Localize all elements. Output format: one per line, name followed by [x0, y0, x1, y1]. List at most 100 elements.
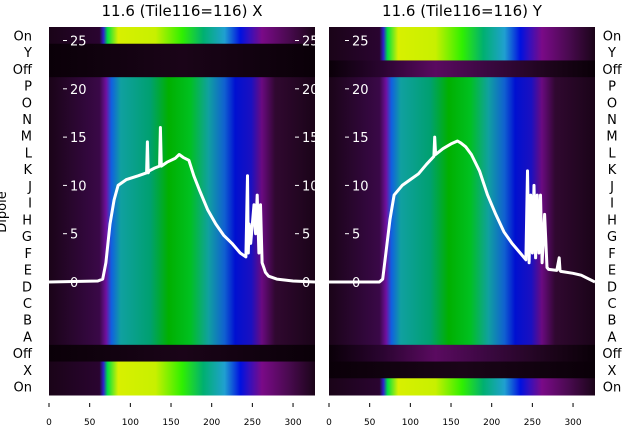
row-label: P: [24, 80, 32, 95]
heatmap-row: [329, 60, 595, 78]
inner-y-tick-label: 25: [302, 35, 319, 50]
heatmap-row: [329, 244, 595, 262]
heatmap-row: [49, 177, 315, 195]
inner-y-tick-label: 20: [70, 83, 87, 98]
inner-y-tick-label: 15: [302, 131, 319, 146]
row-label: Y: [607, 46, 616, 61]
inner-y-tick-label: 5: [302, 228, 310, 243]
left-panel-title: 11.6 (Tile116=116) X: [101, 2, 262, 20]
heatmap-row: [49, 27, 315, 45]
x-tick-label: 200: [483, 418, 500, 428]
row-label: E: [24, 264, 32, 279]
heatmap-row: [329, 294, 595, 312]
row-label: J: [27, 180, 32, 195]
row-label: C: [607, 297, 616, 312]
x-tick-label: 150: [162, 418, 179, 428]
inner-y-tick-label: 20: [352, 83, 369, 98]
heatmap-row: [329, 144, 595, 162]
row-label: Y: [23, 46, 32, 61]
x-tick-label: 0: [326, 418, 332, 428]
x-tick-label: 200: [203, 418, 220, 428]
heatmap-row: [49, 60, 315, 78]
inner-y-tick-label: 10: [352, 179, 369, 194]
row-label: I: [28, 197, 32, 212]
heatmap-row: [329, 311, 595, 329]
row-label: H: [22, 213, 32, 228]
inner-y-tick-label: 20: [302, 83, 319, 98]
row-label: B: [608, 314, 617, 329]
row-label: D: [607, 280, 617, 295]
row-label: L: [608, 146, 616, 161]
heatmap-row: [49, 294, 315, 312]
row-label: N: [22, 113, 32, 128]
heatmap-row: [329, 227, 595, 245]
x-tick-label: 50: [364, 418, 376, 428]
heatmap-row: [329, 177, 595, 195]
row-label: K: [608, 163, 617, 178]
row-label: Off: [13, 347, 33, 362]
x-tick-label: 250: [524, 418, 541, 428]
heatmap-row: [329, 211, 595, 229]
x-tick-label: 100: [122, 418, 139, 428]
row-label: X: [608, 364, 617, 379]
row-label: D: [22, 280, 32, 295]
inner-y-tick-label: 15: [352, 131, 369, 146]
heatmap-row: [49, 227, 315, 245]
row-label: K: [23, 163, 32, 178]
heatmap-row: [49, 277, 315, 296]
heatmap-row: [49, 261, 315, 279]
row-label: F: [25, 247, 32, 262]
row-label: F: [608, 247, 615, 262]
inner-y-tick-label: 0: [302, 276, 310, 291]
heatmap-row: [49, 361, 315, 379]
inner-y-tick-label: 15: [70, 131, 87, 146]
x-tick-label: 0: [46, 418, 52, 428]
row-label: On: [14, 381, 32, 396]
row-label: L: [25, 146, 33, 161]
heatmap-row: [329, 160, 595, 179]
heatmap-row: [329, 378, 595, 396]
row-label: P: [608, 80, 616, 95]
heatmap-row: [49, 160, 315, 179]
heatmap-row: [49, 311, 315, 329]
inner-y-tick-label: 0: [70, 276, 78, 291]
row-label: O: [22, 96, 32, 111]
row-label: N: [607, 113, 617, 128]
inner-y-tick-label: 25: [70, 35, 87, 50]
heatmap-row: [49, 244, 315, 262]
heatmap-row: [49, 93, 315, 112]
x-tick-label: 150: [442, 418, 459, 428]
row-label: On: [603, 29, 621, 44]
heatmap-row: [329, 194, 595, 212]
heatmap-row: [329, 77, 595, 95]
row-label: Off: [602, 63, 622, 78]
heatmap-row: [49, 211, 315, 229]
row-label: A: [608, 330, 617, 345]
inner-y-tick-label: 5: [352, 228, 360, 243]
row-label: J: [609, 180, 614, 195]
inner-y-tick-label: 10: [302, 179, 319, 194]
row-label: G: [607, 230, 617, 245]
row-label: C: [23, 297, 32, 312]
x-tick-label: 250: [244, 418, 261, 428]
row-label: M: [606, 130, 617, 145]
x-tick-label: 100: [402, 418, 419, 428]
spectrum-line: [329, 135, 595, 284]
heatmap-row: [329, 344, 595, 363]
x-tick-label: 50: [84, 418, 96, 428]
row-label: O: [607, 96, 617, 111]
heatmap-row: [49, 328, 315, 346]
heatmap-row: [49, 194, 315, 212]
inner-y-tick-label: 5: [70, 228, 78, 243]
row-label: On: [603, 381, 621, 396]
y-axis-label: Dipole: [0, 191, 10, 232]
inner-y-tick-label: 10: [70, 179, 87, 194]
heatmap-row: [329, 43, 595, 61]
heatmap-row: [329, 277, 595, 296]
inner-y-tick-label: 25: [352, 35, 369, 50]
heatmap-row: [329, 261, 595, 279]
row-label: X: [23, 364, 32, 379]
heatmap-row: [49, 110, 315, 128]
